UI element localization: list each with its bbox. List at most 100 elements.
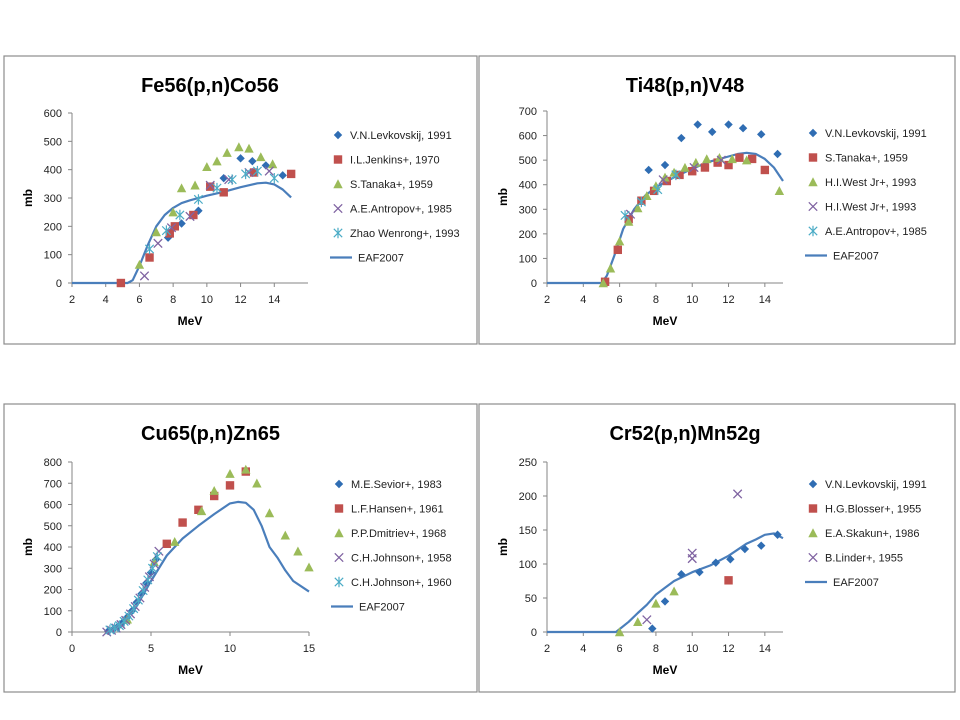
data-point-star xyxy=(671,169,681,181)
data-point-diamond xyxy=(261,161,271,170)
x-tick-label: 8 xyxy=(653,294,659,306)
x-tick-label: 12 xyxy=(234,294,246,306)
data-point-diamond xyxy=(644,165,653,175)
data-point-star xyxy=(124,610,134,622)
data-point-diamond xyxy=(708,127,717,137)
data-point-triangle xyxy=(651,598,661,608)
legend-swatch-diamond xyxy=(808,479,818,489)
y-tick-label: 700 xyxy=(519,106,537,118)
legend-entry: EAF2007 xyxy=(833,251,879,263)
y-tick-label: 300 xyxy=(44,563,62,575)
y-tick-label: 200 xyxy=(519,229,537,241)
y-tick-label: 100 xyxy=(519,559,537,571)
legend-entry: I.L.Jenkins+, 1970 xyxy=(350,155,440,167)
x-tick-label: 15 xyxy=(303,643,315,655)
x-tick-label: 12 xyxy=(722,294,734,306)
data-point-diamond xyxy=(773,149,782,159)
legend-entry: A.E.Antropov+, 1985 xyxy=(825,226,927,238)
data-point-diamond xyxy=(236,154,245,163)
y-tick-label: 0 xyxy=(56,627,62,639)
data-point-triangle xyxy=(741,155,752,165)
legend-entry: S.Tanaka+, 1959 xyxy=(350,179,433,191)
data-point-star xyxy=(653,184,663,195)
y-tick-label: 700 xyxy=(44,478,62,490)
chart-title: Cu65(p,n)Zn65 xyxy=(141,423,280,445)
y-tick-label: 800 xyxy=(44,457,62,469)
x-tick-label: 2 xyxy=(544,294,550,306)
data-point-diamond xyxy=(677,570,686,579)
data-point-xmark xyxy=(153,238,163,248)
legend-entry: M.E.Sevior+, 1983 xyxy=(351,479,442,491)
data-point-square xyxy=(210,491,219,501)
data-point-triangle xyxy=(633,203,643,213)
chart-frame xyxy=(3,403,478,693)
data-point-diamond xyxy=(693,120,702,129)
data-point-square xyxy=(189,210,198,220)
data-point-star xyxy=(152,551,162,562)
data-point-triangle xyxy=(264,508,275,518)
data-point-triangle xyxy=(209,485,219,495)
data-point-triangle xyxy=(151,227,161,237)
data-point-triangle xyxy=(614,236,625,246)
x-tick-label: 4 xyxy=(580,643,586,655)
chart-frame xyxy=(3,55,478,345)
y-tick-label: 100 xyxy=(44,606,62,618)
y-tick-label: 100 xyxy=(519,253,537,265)
data-point-star xyxy=(110,622,120,633)
series-line-eaf2007 xyxy=(106,500,310,633)
data-point-diamond xyxy=(177,219,186,228)
x-tick-label: 10 xyxy=(224,643,236,655)
x-tick-label: 2 xyxy=(544,643,550,655)
legend-entry: H.I.West Jr+, 1993 xyxy=(825,202,916,214)
y-axis-label: mb xyxy=(21,189,35,207)
y-tick-label: 600 xyxy=(44,108,62,120)
legend-swatch-diamond xyxy=(334,479,344,489)
data-point-star xyxy=(227,174,237,185)
data-point-square xyxy=(286,169,296,179)
legend-swatch-star xyxy=(808,225,818,237)
data-point-triangle xyxy=(168,207,178,217)
data-point-square xyxy=(249,168,259,177)
x-tick-label: 6 xyxy=(617,294,623,306)
data-point-square xyxy=(724,160,733,170)
data-point-diamond xyxy=(248,156,257,166)
legend-entry: L.F.Hansen+, 1961 xyxy=(351,504,444,516)
y-tick-label: 300 xyxy=(44,193,62,205)
legend-entry: V.N.Levkovskij, 1991 xyxy=(350,130,452,142)
data-point-diamond xyxy=(773,530,782,539)
data-point-triangle xyxy=(225,468,235,478)
y-tick-label: 150 xyxy=(519,525,537,537)
x-axis-label: MeV xyxy=(653,314,678,328)
legend-entry: EAF2007 xyxy=(358,253,404,265)
data-point-xmark xyxy=(185,211,195,222)
data-point-triangle xyxy=(202,162,212,172)
data-point-xmark xyxy=(166,223,177,233)
data-point-triangle xyxy=(234,142,244,152)
data-point-triangle xyxy=(244,143,254,153)
data-point-triangle xyxy=(614,627,625,637)
legend-swatch-square xyxy=(808,504,818,513)
data-point-triangle xyxy=(642,191,652,200)
x-tick-label: 5 xyxy=(148,643,154,655)
data-point-star xyxy=(105,624,115,636)
data-point-star xyxy=(252,165,263,177)
legend-entry: V.N.Levkovskij, 1991 xyxy=(825,128,927,140)
legend-swatch-triangle xyxy=(808,528,818,538)
legend-swatch-diamond xyxy=(808,128,818,138)
x-tick-label: 14 xyxy=(759,294,771,306)
y-tick-label: 0 xyxy=(531,627,537,639)
data-point-triangle xyxy=(267,159,278,169)
y-tick-label: 500 xyxy=(44,521,62,533)
data-point-xmark xyxy=(716,155,726,165)
data-point-square xyxy=(178,518,187,527)
x-tick-label: 4 xyxy=(103,294,109,306)
data-point-triangle xyxy=(190,180,200,190)
x-axis-label: MeV xyxy=(178,314,203,328)
data-point-star xyxy=(147,563,158,574)
data-point-square xyxy=(170,222,180,231)
data-point-triangle xyxy=(598,278,608,288)
legend-entry: V.N.Levkovskij, 1991 xyxy=(825,479,927,491)
data-point-triangle xyxy=(605,263,616,273)
x-tick-label: 6 xyxy=(136,294,142,306)
data-point-square xyxy=(760,165,770,175)
